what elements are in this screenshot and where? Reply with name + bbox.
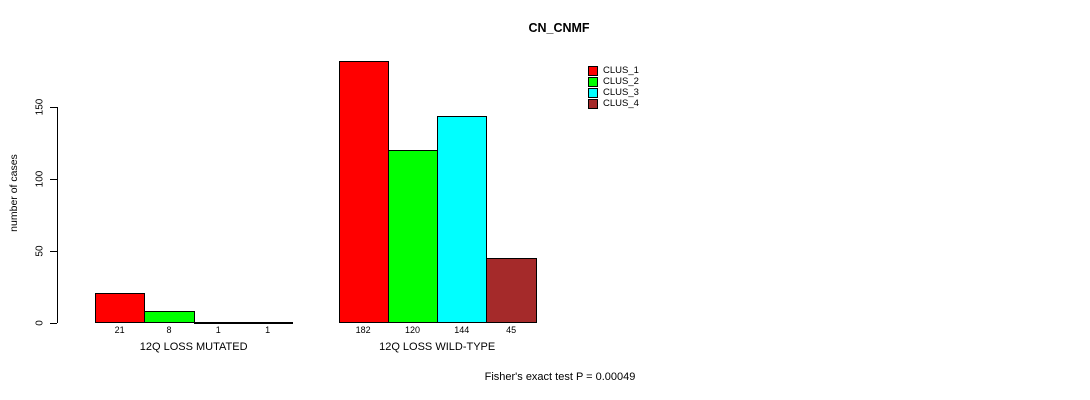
bar-clus_3-group1 bbox=[193, 321, 244, 324]
legend-label-clus_4: CLUS_4 bbox=[603, 98, 639, 109]
y-tick-label: 100 bbox=[34, 170, 46, 188]
bar-value-label: 120 bbox=[404, 325, 420, 335]
bar-clus_2-group2 bbox=[387, 150, 439, 323]
y-tick-mark bbox=[50, 107, 57, 108]
legend-label-clus_2: CLUS_2 bbox=[603, 76, 639, 87]
legend-swatch-clus_1 bbox=[588, 66, 598, 76]
bar-clus_3-group2 bbox=[437, 115, 488, 323]
fisher-test-footnote: Fisher's exact test P = 0.00049 bbox=[484, 371, 636, 383]
legend-swatch-clus_2 bbox=[588, 77, 598, 87]
y-axis-title: number of cases bbox=[8, 154, 20, 232]
y-tick-label: 50 bbox=[34, 245, 46, 257]
bar-clus_2-group1 bbox=[144, 311, 195, 323]
group-label: 12Q LOSS WILD-TYPE bbox=[379, 341, 496, 353]
bar-clus_1-group1 bbox=[95, 292, 146, 323]
bar-clus_4-group2 bbox=[486, 258, 537, 323]
bar-value-label: 1 bbox=[215, 325, 221, 335]
y-axis-line bbox=[57, 107, 58, 323]
legend-swatch-clus_3 bbox=[588, 88, 598, 98]
y-tick-mark bbox=[50, 179, 57, 180]
y-tick-label: 0 bbox=[34, 320, 46, 326]
bar-clus_1-group2 bbox=[338, 60, 389, 323]
bar-value-label: 21 bbox=[114, 325, 125, 335]
legend-swatch-clus_4 bbox=[588, 99, 598, 109]
bar-clus_4-group1 bbox=[242, 321, 294, 324]
bar-value-label: 45 bbox=[506, 325, 517, 335]
y-tick-label: 150 bbox=[34, 98, 46, 116]
bar-value-label: 182 bbox=[355, 325, 371, 335]
legend-label-clus_3: CLUS_3 bbox=[603, 87, 639, 98]
bar-value-label: 1 bbox=[265, 325, 271, 335]
group-label: 12Q LOSS MUTATED bbox=[139, 341, 248, 353]
y-tick-mark bbox=[50, 323, 57, 324]
bar-value-label: 8 bbox=[166, 325, 172, 335]
chart-title: CN_CNMF bbox=[528, 21, 590, 35]
legend-label-clus_1: CLUS_1 bbox=[603, 65, 639, 76]
bar-value-label: 144 bbox=[454, 325, 470, 335]
y-tick-mark bbox=[50, 251, 57, 252]
